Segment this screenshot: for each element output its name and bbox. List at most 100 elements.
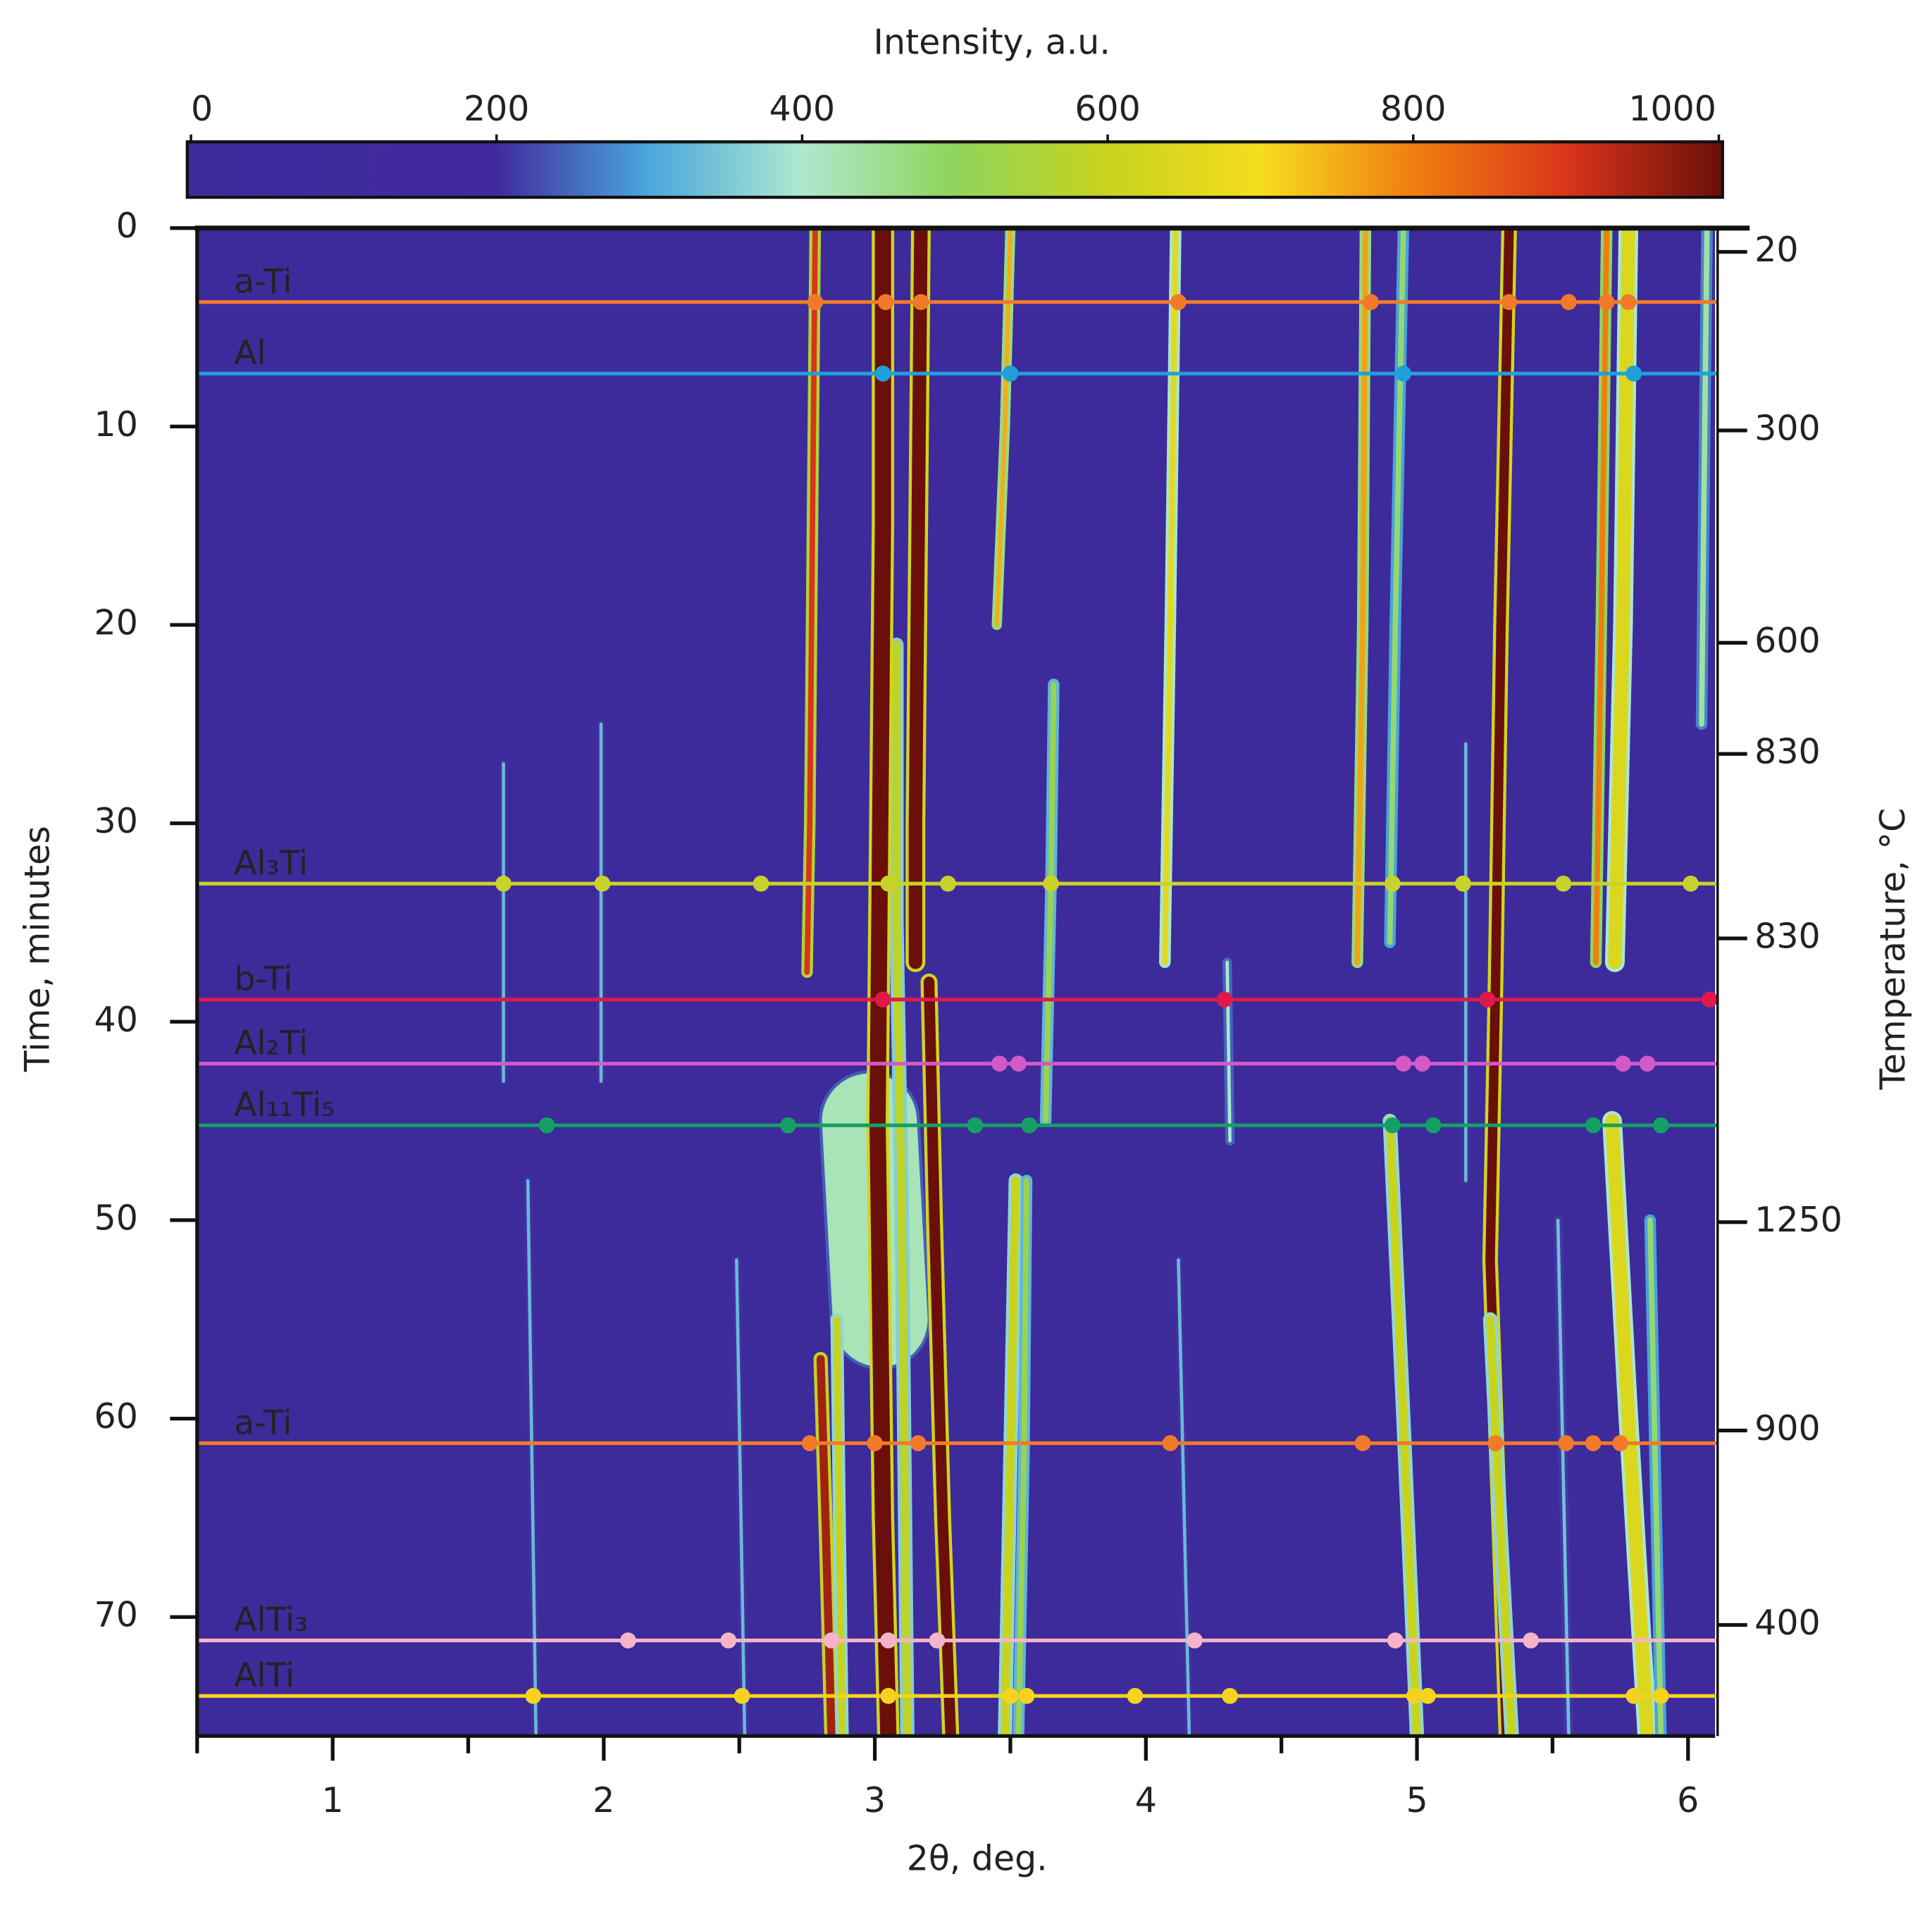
- phase-peak: [912, 294, 929, 311]
- trace: [892, 640, 912, 1737]
- trace: [526, 1179, 538, 1737]
- phase-peak: [867, 1435, 883, 1451]
- phase-peak: [1021, 1117, 1038, 1134]
- trace: [1387, 228, 1406, 945]
- y-tick-label: 60: [94, 1396, 138, 1436]
- y-tick-label: 70: [94, 1595, 138, 1635]
- phase-peak: [807, 294, 824, 311]
- y2-tick-label: 600: [1754, 621, 1820, 661]
- phase-peak: [929, 1632, 946, 1649]
- y-axis-label: Time, minutes: [17, 826, 57, 1072]
- colorbar-tick-label: 600: [1075, 89, 1140, 129]
- phase-peak: [823, 1632, 840, 1649]
- phase-label: a-Ti: [234, 263, 292, 302]
- trace: [1225, 960, 1232, 1143]
- x-tick-label: 3: [864, 1780, 886, 1820]
- phase-peak: [1702, 991, 1718, 1008]
- trace: [1162, 228, 1179, 965]
- y-tick-label: 10: [94, 404, 138, 445]
- x-axis-label: 2θ, deg.: [907, 1838, 1048, 1878]
- phase-label: a-Ti: [234, 1403, 292, 1442]
- phase-peak: [1187, 1632, 1203, 1649]
- x-tick-label: 1: [322, 1780, 344, 1820]
- trace: [1354, 228, 1368, 965]
- phase-peak: [1420, 1687, 1436, 1704]
- trace: [923, 976, 957, 1737]
- colorbar-tick-label: 800: [1380, 89, 1446, 129]
- phase-peak: [1585, 1117, 1602, 1134]
- trace: [1486, 1315, 1516, 1737]
- phase-peak: [1626, 365, 1642, 382]
- colorbar-tick-label: 1000: [1628, 89, 1716, 129]
- y2-axis-label: Temperature, °C: [1873, 808, 1913, 1091]
- phase-peak: [1395, 365, 1412, 382]
- phase-peak: [1555, 875, 1572, 892]
- phase-peak: [910, 1435, 927, 1451]
- phase-peak: [1406, 1687, 1423, 1704]
- phase-peak: [1523, 1632, 1539, 1649]
- colorbar-tick-label: 0: [191, 89, 213, 129]
- phase-peak: [1222, 1687, 1238, 1704]
- phase-label: b-Ti: [234, 960, 292, 999]
- trace: [1385, 1117, 1421, 1737]
- phase-peak: [1162, 1435, 1179, 1451]
- trace: [1605, 1114, 1654, 1737]
- heatmap: [197, 228, 1716, 1737]
- phase-peak: [1652, 1117, 1669, 1134]
- phase-label: Al: [234, 334, 266, 373]
- heatmap-background: [197, 228, 1716, 1737]
- phase-peak: [1018, 1687, 1035, 1704]
- y2-tick-label: 400: [1754, 1603, 1820, 1643]
- phase-peak: [940, 875, 956, 892]
- phase-peak: [1010, 1055, 1027, 1072]
- x-tick-label: 5: [1406, 1780, 1428, 1820]
- phase-peak: [1652, 1687, 1669, 1704]
- colorbar: [185, 140, 1724, 199]
- phase-label: AlTi₃: [234, 1601, 308, 1639]
- phase-peak: [753, 875, 769, 892]
- phase-peak: [1479, 991, 1496, 1008]
- phase-peak: [620, 1632, 636, 1649]
- phase-peak: [1455, 875, 1471, 892]
- y2-tick-label: 830: [1754, 917, 1820, 957]
- phase-peak: [1363, 294, 1379, 311]
- x-tick-label: 4: [1135, 1780, 1157, 1820]
- phase-peak: [1598, 294, 1615, 311]
- phase-peak: [1558, 1435, 1574, 1451]
- phase-peak: [1170, 294, 1187, 311]
- phase-peak: [1216, 991, 1233, 1008]
- trace: [1177, 1258, 1191, 1737]
- phase-peak: [967, 1117, 984, 1134]
- trace: [1593, 228, 1610, 965]
- phase-peak: [495, 875, 512, 892]
- phase-peak: [1354, 1435, 1371, 1451]
- phase-peak: [1639, 1055, 1656, 1072]
- y-tick-label: 0: [116, 206, 138, 246]
- phase-peak: [801, 1435, 818, 1451]
- phase-peak: [880, 1632, 897, 1649]
- phase-peak: [1501, 294, 1518, 311]
- trace: [804, 228, 818, 975]
- phase-peak: [1002, 1687, 1019, 1704]
- trace: [994, 228, 1013, 627]
- y-tick-label: 40: [94, 1000, 138, 1040]
- phase-peak: [733, 1687, 750, 1704]
- phase-peak: [1127, 1687, 1144, 1704]
- phase-peak: [1002, 365, 1019, 382]
- phase-peak: [594, 875, 611, 892]
- x-tick-label: 2: [593, 1780, 614, 1820]
- colorbar-title: Intensity, a.u.: [874, 23, 1110, 63]
- phase-peak: [1561, 294, 1577, 311]
- trace: [833, 1315, 846, 1737]
- phase-peak: [1385, 875, 1401, 892]
- y2-tick-label: 830: [1754, 732, 1820, 772]
- trace: [908, 228, 928, 969]
- phase-peak: [1395, 1055, 1412, 1072]
- phase-peak: [874, 991, 891, 1008]
- phase-peak: [1585, 1435, 1602, 1451]
- phase-label: Al₁₁Ti₅: [234, 1086, 335, 1124]
- y2-tick-label: 1250: [1754, 1200, 1843, 1240]
- y2-tick-label: 900: [1754, 1408, 1820, 1448]
- trace: [735, 1258, 747, 1737]
